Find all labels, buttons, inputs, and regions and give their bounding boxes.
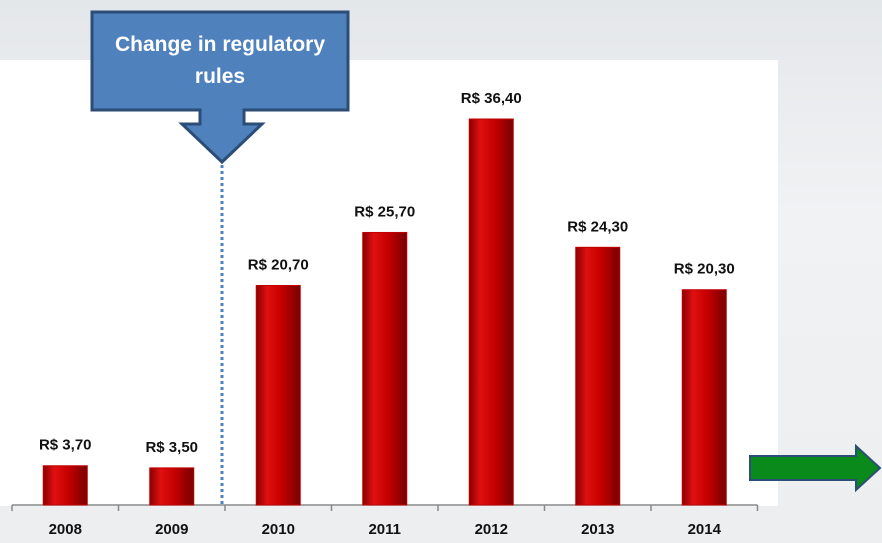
bar (149, 467, 195, 506)
value-label: R$ 3,70 (39, 437, 92, 454)
value-label: R$ 24,30 (567, 218, 628, 235)
x-tick-label: 2013 (581, 521, 614, 538)
callout-text: Change in regulatory rules (114, 33, 326, 88)
x-tick-label: 2010 (262, 521, 295, 538)
bar (681, 289, 727, 506)
value-label: R$ 20,30 (674, 261, 735, 278)
value-label: R$ 36,40 (461, 90, 522, 107)
callout-arrow (90, 10, 350, 165)
bar (468, 118, 514, 506)
bar (362, 231, 408, 506)
x-tick-label: 2014 (688, 521, 722, 538)
value-label: R$ 25,70 (354, 203, 415, 220)
x-tick-label: 2008 (49, 521, 82, 538)
x-tick-label: 2009 (155, 521, 188, 538)
value-label: R$ 20,70 (248, 256, 309, 273)
x-tick-label: 2011 (368, 521, 401, 538)
x-tick-label: 2012 (475, 521, 508, 538)
next-arrow (749, 443, 882, 493)
bar (42, 465, 88, 506)
value-label: R$ 3,50 (145, 439, 198, 456)
bar (255, 284, 301, 506)
bar (575, 246, 621, 506)
